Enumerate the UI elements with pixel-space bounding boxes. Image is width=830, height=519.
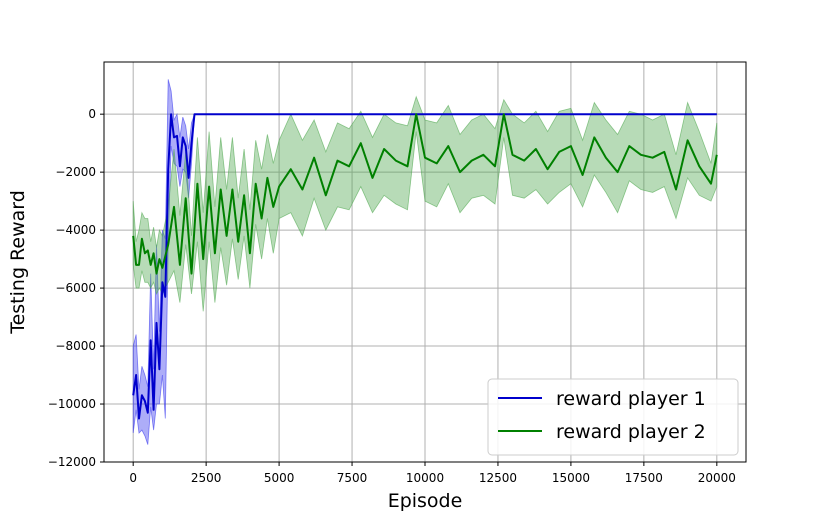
x-tick-label: 0 (129, 471, 137, 485)
y-tick-label: −12000 (48, 455, 96, 469)
grid-lines (104, 62, 746, 463)
y-tick-label: −6000 (55, 281, 96, 295)
legend-label-player-1: reward player 1 (556, 388, 706, 410)
legend-box (487, 378, 739, 456)
series-lines (132, 113, 718, 420)
y-tick-label: −2000 (55, 165, 96, 179)
y-axis-label: Testing Reward (7, 190, 29, 335)
y-tick-label: −10000 (48, 397, 96, 411)
y-tick-label: −4000 (55, 223, 96, 237)
x-axis-label: Episode (388, 490, 463, 512)
line-player-2 (132, 113, 718, 275)
x-tick-label: 5000 (264, 471, 295, 485)
axis-ticks: 0 2500 5000 7500 10000 12500 15000 17500 20000 −1… (48, 107, 736, 485)
x-tick-label: 10000 (406, 471, 444, 485)
band-player-2 (132, 95, 718, 312)
line-player-1 (132, 113, 717, 420)
x-tick-label: 12500 (479, 471, 517, 485)
y-tick-label: −8000 (55, 339, 96, 353)
x-tick-label: 2500 (191, 471, 222, 485)
x-tick-label: 17500 (625, 471, 663, 485)
legend-label-player-2: reward player 2 (556, 421, 706, 443)
y-tick-label: 0 (88, 107, 96, 121)
x-tick-label: 15000 (552, 471, 590, 485)
x-tick-label: 20000 (698, 471, 736, 485)
legend: reward player 1 reward player 2 (487, 378, 739, 456)
x-tick-label: 7500 (337, 471, 368, 485)
